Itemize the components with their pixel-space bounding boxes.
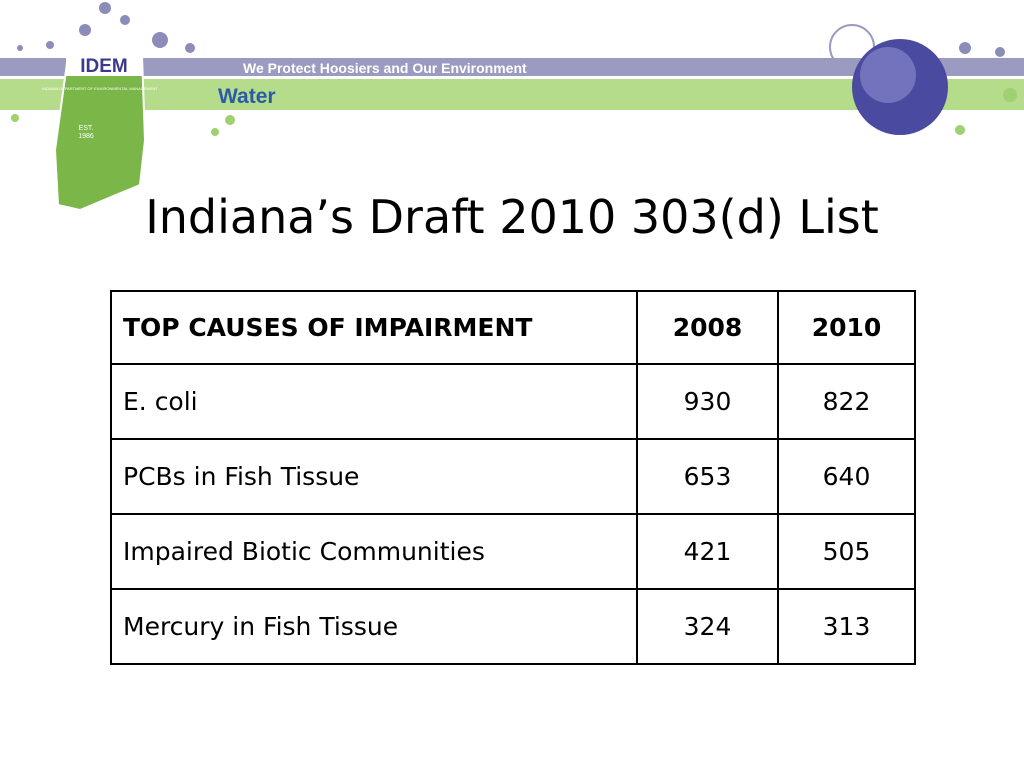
count-cell: 822	[777, 363, 916, 440]
est-text: EST.	[79, 125, 94, 132]
globe-highlight	[860, 47, 916, 103]
cause-cell: E. coli	[110, 363, 638, 440]
header-row: TOP CAUSES OF IMPAIRMENT 2008 2010	[110, 290, 916, 365]
column-header: 2010	[777, 290, 916, 365]
impairment-table: TOP CAUSES OF IMPAIRMENT 2008 2010 E. co…	[110, 290, 916, 665]
table-row: PCBs in Fish Tissue 653 640	[110, 438, 916, 515]
table-row: Impaired Biotic Communities 421 505	[110, 513, 916, 590]
logo-box	[66, 56, 142, 76]
indiana-shape	[53, 55, 147, 212]
count-cell: 653	[636, 438, 779, 515]
count-cell: 421	[636, 513, 779, 590]
cause-cell: Mercury in Fish Tissue	[110, 588, 638, 665]
slide-title: Indiana’s Draft 2010 303(d) List	[145, 190, 879, 244]
count-cell: 640	[777, 438, 916, 515]
slogan: We Protect Hoosiers and Our Environment	[243, 60, 527, 76]
table-row: E. coli 930 822	[110, 363, 916, 440]
cause-cell: PCBs in Fish Tissue	[110, 438, 638, 515]
logo-text: IDEM	[80, 56, 128, 77]
slogan-stripe	[0, 58, 1024, 76]
year-text: 1986	[78, 133, 94, 140]
count-cell: 505	[777, 513, 916, 590]
banner: IDEM INDIANA DEPARTMENT OF ENVIRONMENTAL…	[0, 2, 1024, 212]
column-header: TOP CAUSES OF IMPAIRMENT	[110, 290, 638, 365]
count-cell: 324	[636, 588, 779, 665]
section-label: Water	[218, 85, 276, 108]
count-cell: 313	[777, 588, 916, 665]
decor-dots	[17, 2, 1005, 57]
cause-cell: Impaired Biotic Communities	[110, 513, 638, 590]
count-cell: 930	[636, 363, 779, 440]
table-row: Mercury in Fish Tissue 324 313	[110, 588, 916, 665]
column-header: 2008	[636, 290, 779, 365]
decor-dots-green	[11, 88, 1017, 136]
agency-text: INDIANA DEPARTMENT OF ENVIRONMENTAL MANA…	[42, 86, 158, 91]
